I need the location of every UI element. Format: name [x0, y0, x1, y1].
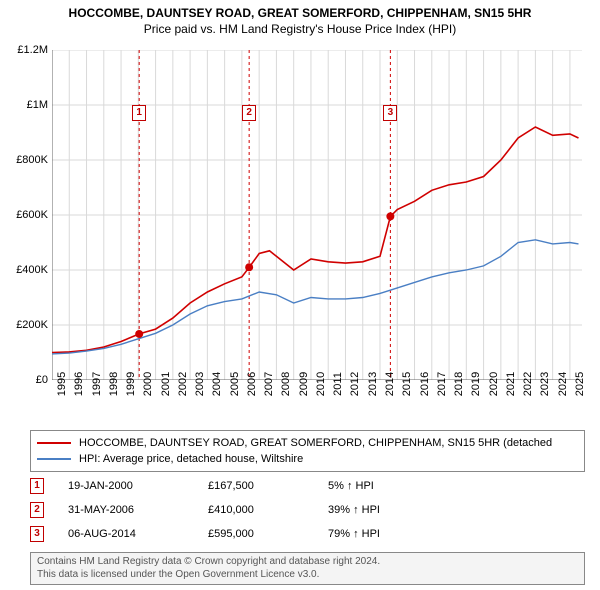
x-tick-label: 2023 [539, 372, 551, 396]
x-tick-label: 2008 [280, 372, 292, 396]
x-tick-label: 2025 [574, 372, 586, 396]
x-tick-label: 2016 [419, 372, 431, 396]
legend-swatch [37, 442, 71, 444]
x-tick-label: 2004 [211, 372, 223, 396]
sale-marker: 1 [132, 105, 146, 121]
x-tick-label: 1999 [125, 372, 137, 396]
x-tick-label: 1996 [73, 372, 85, 396]
y-tick-label: £200K [16, 319, 48, 331]
x-tick-label: 2013 [367, 372, 379, 396]
legend-label: HPI: Average price, detached house, Wilt… [79, 453, 303, 465]
sale-diff: 5% ↑ HPI [328, 480, 458, 492]
sale-diff: 39% ↑ HPI [328, 504, 458, 516]
x-tick-label: 2001 [160, 372, 172, 396]
y-tick-label: £800K [16, 154, 48, 166]
x-tick-label: 2011 [332, 372, 344, 396]
x-tick-label: 2020 [488, 372, 500, 396]
x-tick-label: 2007 [263, 372, 275, 396]
attribution-line2: This data is licensed under the Open Gov… [37, 569, 578, 582]
legend-swatch [37, 458, 71, 460]
x-tick-label: 2022 [522, 372, 534, 396]
sale-row: 2 31-MAY-2006£410,00039% ↑ HPI [30, 498, 585, 522]
y-tick-label: £400K [16, 264, 48, 276]
x-tick-label: 2009 [298, 372, 310, 396]
x-tick-label: 2005 [229, 372, 241, 396]
sale-row: 3 06-AUG-2014£595,00079% ↑ HPI [30, 522, 585, 546]
x-tick-label: 2012 [349, 372, 361, 396]
x-tick-label: 2018 [453, 372, 465, 396]
sale-date: 31-MAY-2006 [68, 504, 208, 516]
attribution-line1: Contains HM Land Registry data © Crown c… [37, 556, 578, 569]
sale-price: £410,000 [208, 504, 328, 516]
sale-date: 19-JAN-2000 [68, 480, 208, 492]
chart-svg [52, 50, 582, 380]
legend: HOCCOMBE, DAUNTSEY ROAD, GREAT SOMERFORD… [30, 430, 585, 472]
title-subtitle: Price paid vs. HM Land Registry's House … [10, 22, 590, 36]
x-tick-label: 2024 [557, 372, 569, 396]
y-tick-label: £0 [36, 374, 48, 386]
sale-marker: 2 [242, 105, 256, 121]
y-tick-label: £1.2M [17, 44, 48, 56]
x-tick-label: 1997 [91, 372, 103, 396]
x-tick-label: 2014 [384, 372, 396, 396]
sale-marker: 3 [383, 105, 397, 121]
sale-diff: 79% ↑ HPI [328, 528, 458, 540]
sale-price: £595,000 [208, 528, 328, 540]
y-tick-label: £600K [16, 209, 48, 221]
x-tick-label: 1998 [108, 372, 120, 396]
legend-row: HPI: Average price, detached house, Wilt… [37, 451, 578, 467]
sale-date: 06-AUG-2014 [68, 528, 208, 540]
y-tick-label: £1M [27, 99, 48, 111]
x-tick-label: 2000 [142, 372, 154, 396]
sales-table: 1 19-JAN-2000£167,5005% ↑ HPI 2 31-MAY-2006… [30, 474, 585, 546]
x-tick-label: 2003 [194, 372, 206, 396]
x-tick-label: 2019 [470, 372, 482, 396]
chart-container: HOCCOMBE, DAUNTSEY ROAD, GREAT SOMERFORD… [0, 0, 600, 590]
x-tick-label: 2002 [177, 372, 189, 396]
chart-plot-area [52, 50, 582, 380]
legend-label: HOCCOMBE, DAUNTSEY ROAD, GREAT SOMERFORD… [79, 437, 552, 449]
title-address: HOCCOMBE, DAUNTSEY ROAD, GREAT SOMERFORD… [10, 6, 590, 20]
sale-index-badge: 1 [30, 478, 44, 494]
title-block: HOCCOMBE, DAUNTSEY ROAD, GREAT SOMERFORD… [0, 0, 600, 38]
attribution: Contains HM Land Registry data © Crown c… [30, 552, 585, 585]
legend-row: HOCCOMBE, DAUNTSEY ROAD, GREAT SOMERFORD… [37, 435, 578, 451]
sale-index-badge: 3 [30, 526, 44, 542]
x-tick-label: 2017 [436, 372, 448, 396]
x-tick-label: 2010 [315, 372, 327, 396]
x-tick-label: 2015 [401, 372, 413, 396]
sale-index-badge: 2 [30, 502, 44, 518]
sale-price: £167,500 [208, 480, 328, 492]
x-tick-label: 1995 [56, 372, 68, 396]
x-tick-label: 2021 [505, 372, 517, 396]
x-tick-label: 2006 [246, 372, 258, 396]
sale-row: 1 19-JAN-2000£167,5005% ↑ HPI [30, 474, 585, 498]
